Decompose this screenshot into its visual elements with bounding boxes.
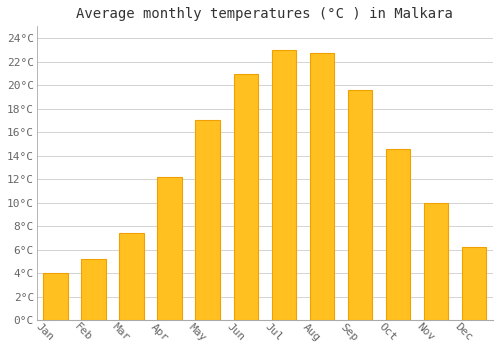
Bar [386, 149, 410, 320]
Bar [44, 273, 68, 320]
Bar [348, 90, 372, 320]
Bar [82, 259, 106, 320]
Bar [234, 75, 258, 320]
Bar [462, 247, 486, 320]
Bar [196, 120, 220, 320]
Title: Average monthly temperatures (°C ) in Malkara: Average monthly temperatures (°C ) in Ma… [76, 7, 454, 21]
Bar [272, 50, 296, 320]
Bar [158, 177, 182, 320]
Bar [120, 233, 144, 320]
Bar [310, 53, 334, 320]
Bar [424, 203, 448, 320]
